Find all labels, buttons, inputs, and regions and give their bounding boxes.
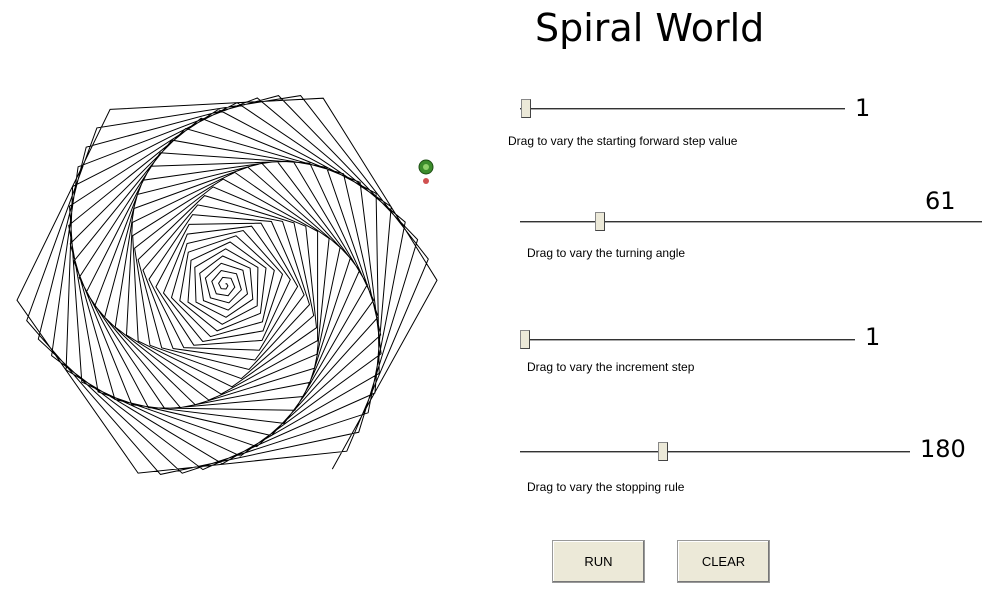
slider-track[interactable]	[520, 108, 845, 110]
slider-caption: Drag to vary the turning angle	[527, 246, 685, 260]
run-button[interactable]: RUN	[552, 540, 645, 583]
app: Spiral World 1 Drag to vary the starting…	[0, 0, 988, 600]
slider-track[interactable]	[520, 339, 855, 341]
spiral-drawing	[17, 96, 437, 475]
title: Spiral World	[535, 6, 764, 50]
slider-value: 1	[855, 94, 870, 122]
slider-track[interactable]	[520, 451, 910, 453]
clear-button[interactable]: CLEAR	[677, 540, 770, 583]
slider-value: 180	[920, 435, 966, 463]
canvas	[0, 0, 460, 600]
slider-track[interactable]	[520, 221, 982, 223]
slider-caption: Drag to vary the increment step	[527, 360, 694, 374]
slider-value: 61	[925, 187, 956, 215]
slider-thumb[interactable]	[521, 99, 531, 118]
slider-thumb[interactable]	[595, 212, 605, 231]
slider-caption: Drag to vary the stopping rule	[527, 480, 684, 494]
slider-thumb[interactable]	[520, 330, 530, 349]
slider-value: 1	[865, 323, 880, 351]
slider-thumb[interactable]	[658, 442, 668, 461]
slider-caption: Drag to vary the starting forward step v…	[508, 134, 737, 148]
turtle	[419, 160, 433, 184]
